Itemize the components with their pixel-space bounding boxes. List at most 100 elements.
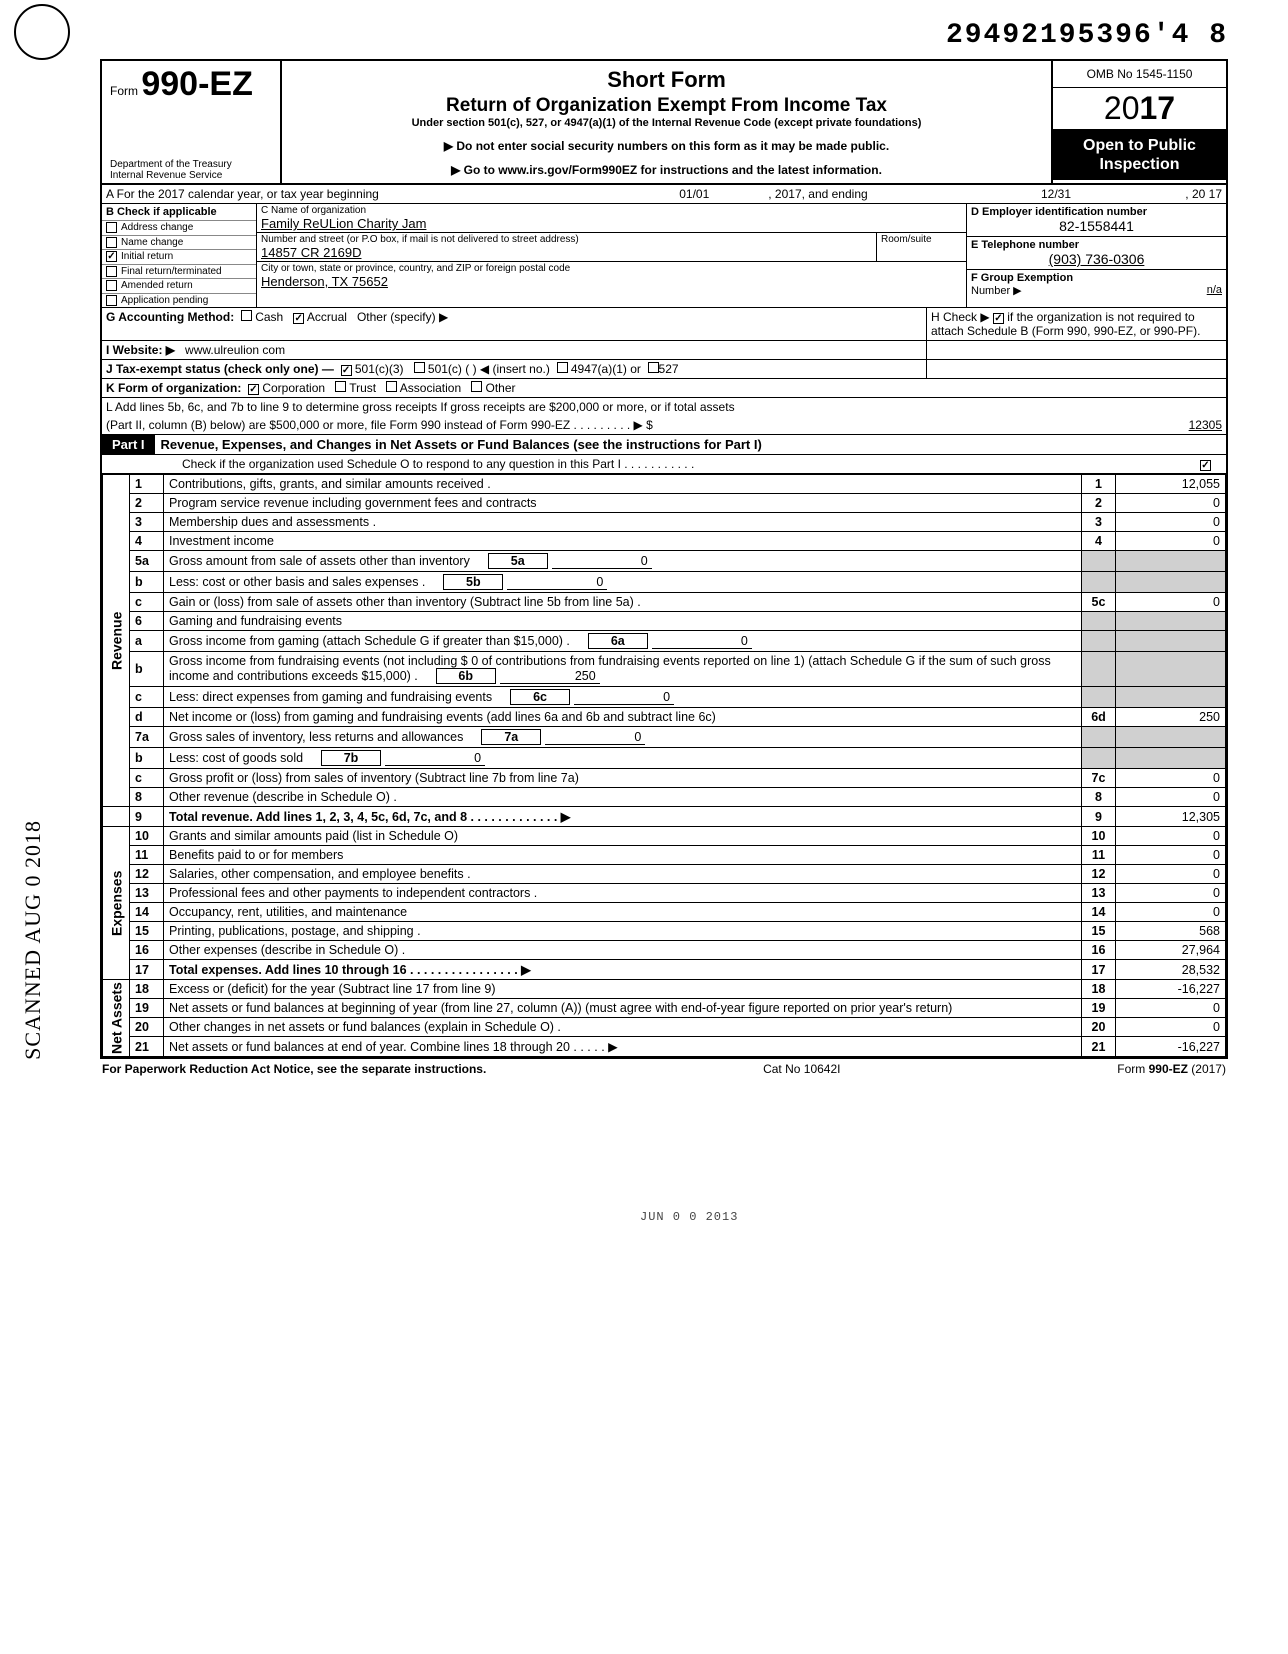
l21-desc: Net assets or fund balances at end of ye…: [164, 1037, 1082, 1057]
chk-label: Initial return: [121, 250, 173, 264]
footer-cat-no: Cat No 10642I: [763, 1062, 840, 1076]
f-group-exemption: F Group Exemption Number ▶ n/a: [967, 270, 1226, 299]
footer-right: Form 990-EZ (2017): [1117, 1062, 1226, 1076]
l3-desc: Membership dues and assessments .: [164, 513, 1082, 532]
notice-ssn: ▶ Do not enter social security numbers o…: [292, 139, 1041, 153]
chk-accrual[interactable]: ✓: [293, 313, 304, 324]
title-under: Under section 501(c), 527, or 4947(a)(1)…: [292, 117, 1041, 129]
f-value: n/a: [1207, 284, 1222, 296]
l5a-ia: 0: [552, 554, 652, 569]
l14-amt: 0: [1116, 903, 1226, 922]
l5a-ib: 5a: [488, 553, 548, 569]
l10-amt: 0: [1116, 827, 1226, 846]
l5c-box: 5c: [1082, 593, 1116, 612]
chk-amended-return[interactable]: Amended return: [102, 278, 256, 293]
tax-year: 2017: [1053, 88, 1226, 130]
col-b-checkboxes: B Check if applicable Address change Nam…: [102, 204, 257, 307]
l6d-amt: 250: [1116, 708, 1226, 727]
l5c-amt: 0: [1116, 593, 1226, 612]
chk-527[interactable]: [648, 362, 659, 373]
side-net-assets: Net Assets: [103, 980, 130, 1057]
chk-assoc[interactable]: [386, 381, 397, 392]
l6a-ib: 6a: [588, 633, 648, 649]
chk-501c3[interactable]: ✓: [341, 365, 352, 376]
row-k-form-org: K Form of organization: ✓ Corporation Tr…: [102, 379, 1226, 398]
h-block: H Check ▶ ✓ if the organization is not r…: [926, 308, 1226, 340]
l9-box: 9: [1082, 807, 1116, 827]
l16-box: 16: [1082, 941, 1116, 960]
scanned-stamp: SCANNED AUG 0 2018: [20, 820, 46, 1060]
k-assoc: Association: [400, 381, 461, 395]
b-header: B Check if applicable: [102, 204, 256, 220]
l14-desc: Occupancy, rent, utilities, and maintena…: [164, 903, 1082, 922]
l10-box: 10: [1082, 827, 1116, 846]
e-phone: E Telephone number (903) 736-0306: [967, 237, 1226, 270]
c-city-label: City or town, state or province, country…: [257, 262, 966, 274]
l13-amt: 0: [1116, 884, 1226, 903]
l3-box: 3: [1082, 513, 1116, 532]
side-expenses: Expenses: [103, 827, 130, 980]
form-prefix: Form: [110, 84, 138, 98]
chk-4947[interactable]: [557, 362, 568, 373]
l19-box: 19: [1082, 999, 1116, 1018]
g-cash: Cash: [255, 310, 283, 324]
l12-amt: 0: [1116, 865, 1226, 884]
row-a-label: A For the 2017 calendar year, or tax yea…: [102, 185, 624, 203]
l11-desc: Benefits paid to or for members: [164, 846, 1082, 865]
notice-goto: ▶ Go to www.irs.gov/Form990EZ for instru…: [292, 163, 1041, 177]
l17-desc: Total expenses. Add lines 10 through 16 …: [169, 963, 531, 977]
l21-amt: -16,227: [1116, 1037, 1226, 1057]
l-line2: (Part II, column (B) below) are $500,000…: [106, 418, 1112, 432]
chk-label: Final return/terminated: [121, 265, 222, 279]
chk-schedule-o[interactable]: ✓: [1200, 460, 1211, 471]
chk-application-pending[interactable]: Application pending: [102, 293, 256, 308]
l8-desc: Other revenue (describe in Schedule O) .: [164, 788, 1082, 807]
chk-corp[interactable]: ✓: [248, 384, 259, 395]
chk-initial-return[interactable]: ✓Initial return: [102, 249, 256, 264]
chk-trust[interactable]: [335, 381, 346, 392]
chk-other-org[interactable]: [471, 381, 482, 392]
side-revenue: Revenue: [103, 475, 130, 807]
l6a-ia: 0: [652, 634, 752, 649]
l20-box: 20: [1082, 1018, 1116, 1037]
l1-amt: 12,055: [1116, 475, 1226, 494]
title-return: Return of Organization Exempt From Incom…: [292, 95, 1041, 117]
i-value: www.ulreulion com: [185, 343, 285, 357]
l4-amt: 0: [1116, 532, 1226, 551]
row-l-gross-receipts: L Add lines 5b, 6c, and 7b to line 9 to …: [102, 398, 1226, 435]
dept-block: Department of the Treasury Internal Reve…: [110, 159, 272, 181]
l11-amt: 0: [1116, 846, 1226, 865]
row-g-h: G Accounting Method: Cash ✓ Accrual Othe…: [102, 308, 1226, 341]
dept-irs: Internal Revenue Service: [110, 170, 272, 181]
chk-name-change[interactable]: Name change: [102, 235, 256, 250]
part-i-check-row: Check if the organization used Schedule …: [102, 455, 1226, 474]
i-label: I Website: ▶: [106, 343, 175, 357]
h-label: H Check ▶: [931, 310, 990, 324]
form-990ez: Form 990-EZ Department of the Treasury I…: [100, 59, 1228, 1059]
g-label: G Accounting Method:: [106, 310, 234, 324]
l19-amt: 0: [1116, 999, 1226, 1018]
year-outline: 20: [1104, 90, 1140, 126]
part-i-tag: Part I: [102, 435, 155, 454]
l16-desc: Other expenses (describe in Schedule O) …: [164, 941, 1082, 960]
corner-doodle: [14, 4, 70, 60]
row-a-tail: , 20 17: [1106, 185, 1226, 203]
chk-501c[interactable]: [414, 362, 425, 373]
chk-label: Name change: [121, 236, 183, 250]
e-value: (903) 736-0306: [971, 251, 1222, 267]
open-line2: Inspection: [1057, 155, 1222, 174]
l12-box: 12: [1082, 865, 1116, 884]
omb-number: OMB No 1545-1150: [1053, 61, 1226, 88]
f-label2: Number ▶: [971, 285, 1022, 297]
c-addr-label: Number and street (or P.O box, if mail i…: [257, 233, 876, 245]
l16-amt: 27,964: [1116, 941, 1226, 960]
chk-schedule-b[interactable]: ✓: [993, 313, 1004, 324]
footer-left: For Paperwork Reduction Act Notice, see …: [102, 1062, 486, 1076]
chk-final-return[interactable]: Final return/terminated: [102, 264, 256, 279]
c-room-label: Room/suite: [877, 233, 966, 245]
row-j-tax-status: J Tax-exempt status (check only one) — ✓…: [102, 360, 1226, 379]
col-def: D Employer identification number 82-1558…: [966, 204, 1226, 307]
chk-address-change[interactable]: Address change: [102, 220, 256, 235]
l7b-ib: 7b: [321, 750, 381, 766]
chk-cash[interactable]: [241, 310, 252, 321]
